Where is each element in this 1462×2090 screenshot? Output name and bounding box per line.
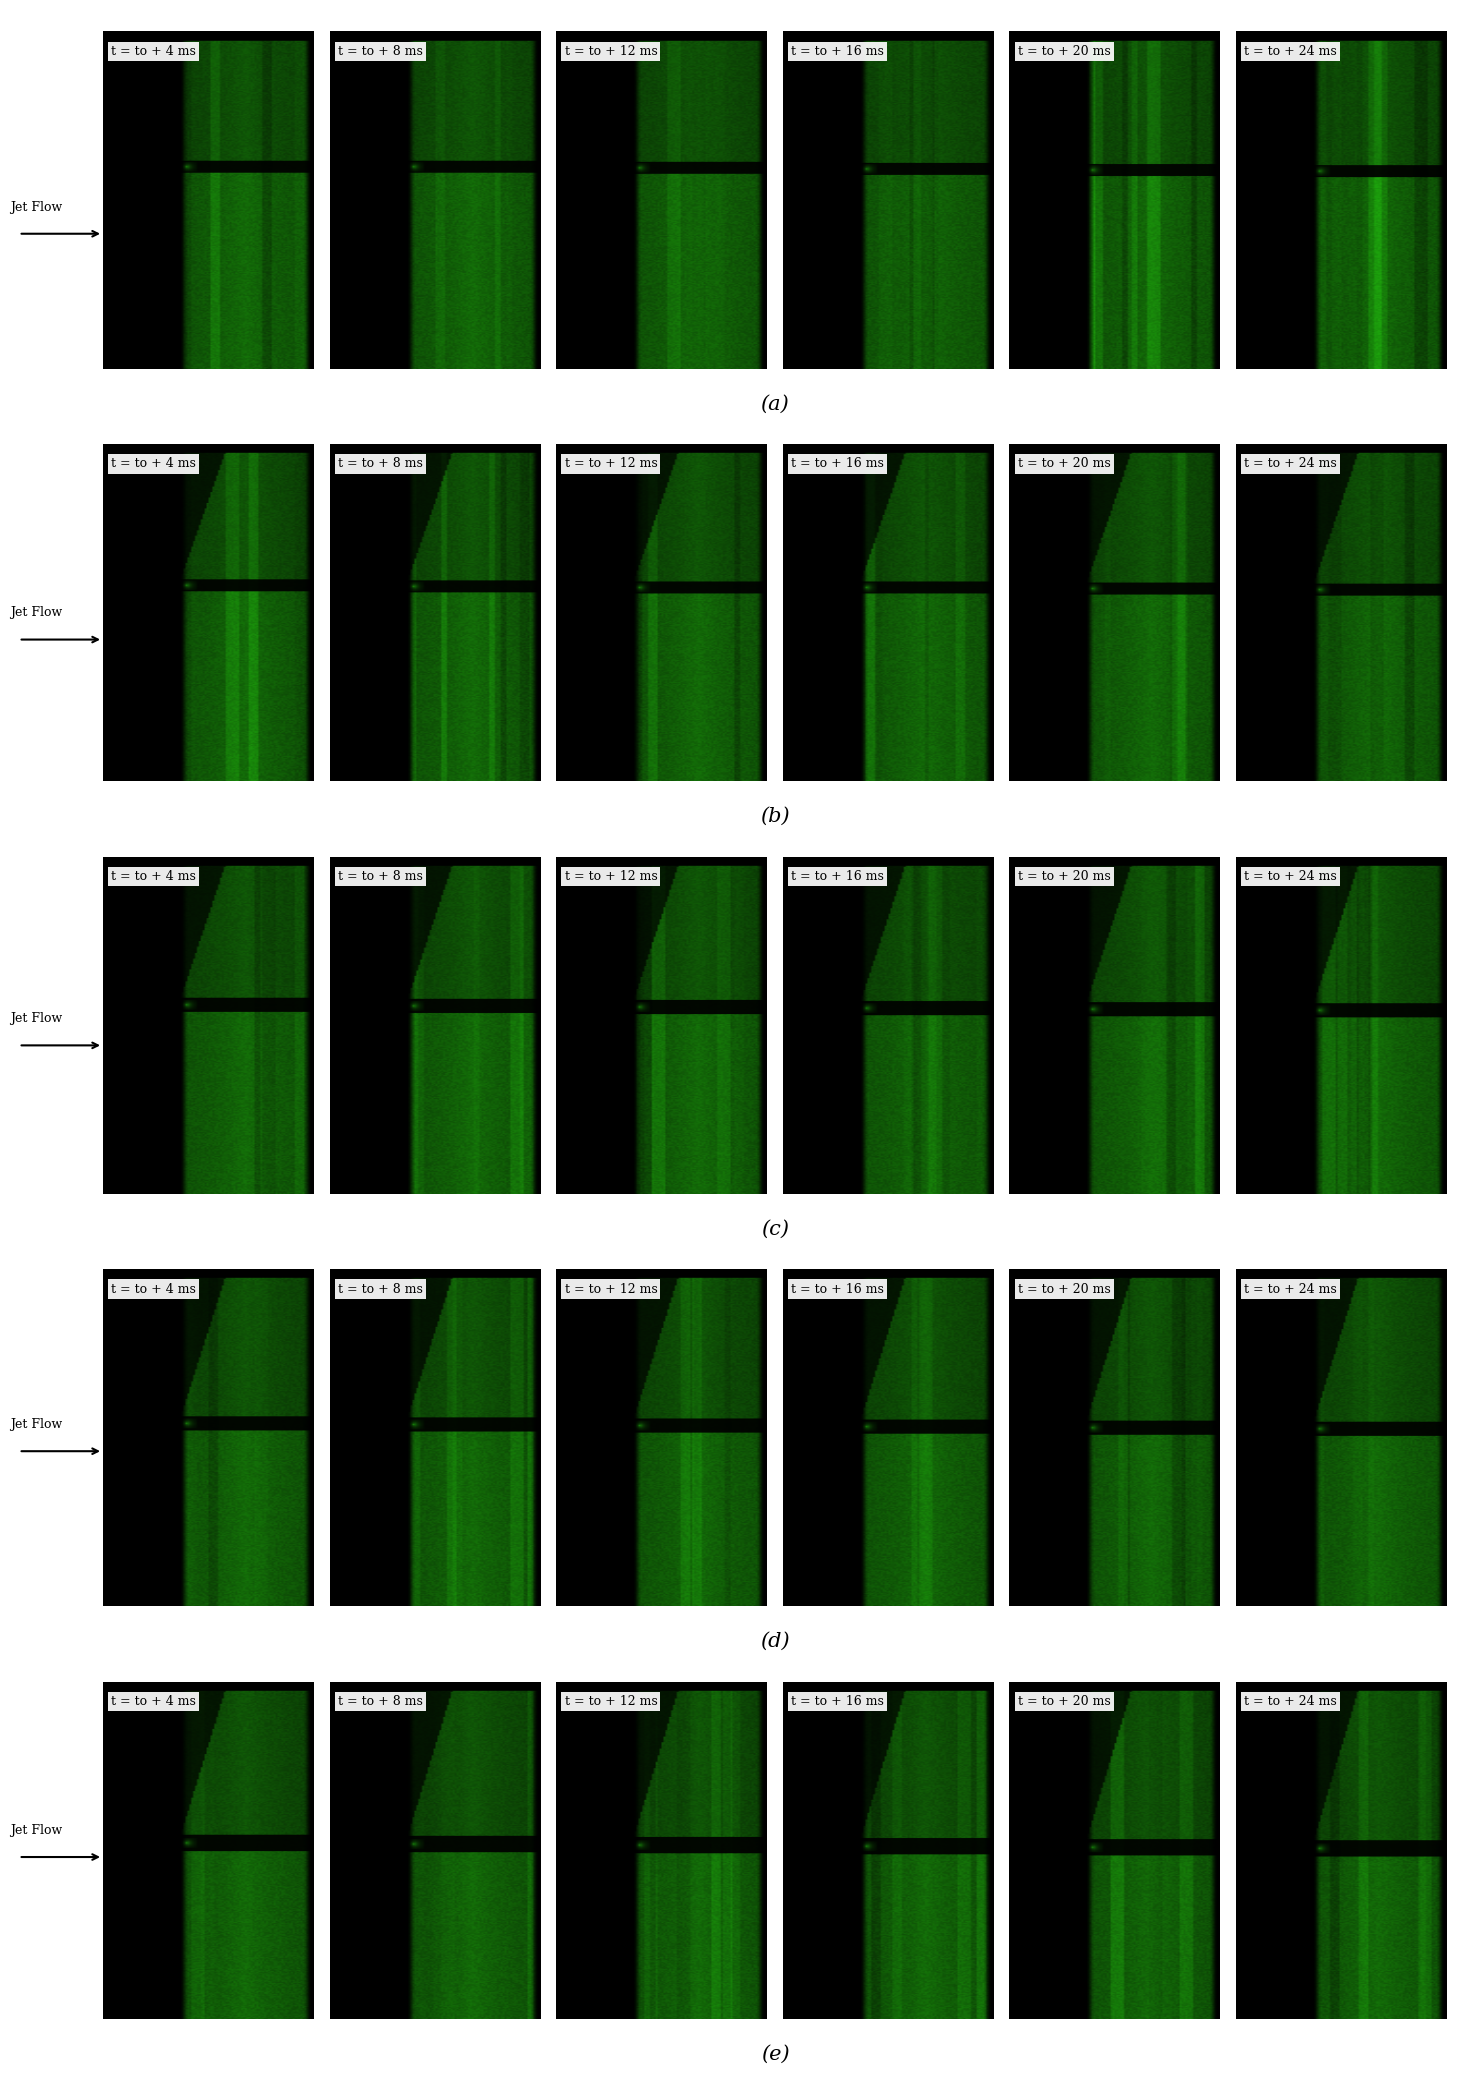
Text: (a): (a) bbox=[760, 395, 789, 414]
Text: t = to + 4 ms: t = to + 4 ms bbox=[111, 1283, 196, 1296]
Text: t = to + 24 ms: t = to + 24 ms bbox=[1244, 869, 1338, 882]
Text: t = to + 16 ms: t = to + 16 ms bbox=[791, 458, 885, 470]
Text: (e): (e) bbox=[760, 2044, 789, 2063]
Text: t = to + 24 ms: t = to + 24 ms bbox=[1244, 1283, 1338, 1296]
Text: t = to + 8 ms: t = to + 8 ms bbox=[338, 869, 423, 882]
Text: t = to + 16 ms: t = to + 16 ms bbox=[791, 1695, 885, 1708]
Text: t = to + 8 ms: t = to + 8 ms bbox=[338, 1283, 423, 1296]
Text: Jet Flow: Jet Flow bbox=[10, 1012, 63, 1024]
Text: t = to + 12 ms: t = to + 12 ms bbox=[564, 44, 658, 59]
Text: t = to + 20 ms: t = to + 20 ms bbox=[1018, 1695, 1111, 1708]
Text: t = to + 16 ms: t = to + 16 ms bbox=[791, 44, 885, 59]
Text: t = to + 20 ms: t = to + 20 ms bbox=[1018, 869, 1111, 882]
Text: (c): (c) bbox=[760, 1221, 789, 1239]
Text: t = to + 24 ms: t = to + 24 ms bbox=[1244, 1695, 1338, 1708]
Text: t = to + 4 ms: t = to + 4 ms bbox=[111, 44, 196, 59]
Text: t = to + 12 ms: t = to + 12 ms bbox=[564, 458, 658, 470]
Text: (d): (d) bbox=[760, 1632, 789, 1651]
Text: t = to + 20 ms: t = to + 20 ms bbox=[1018, 458, 1111, 470]
Text: t = to + 4 ms: t = to + 4 ms bbox=[111, 458, 196, 470]
Text: t = to + 16 ms: t = to + 16 ms bbox=[791, 869, 885, 882]
Text: t = to + 4 ms: t = to + 4 ms bbox=[111, 869, 196, 882]
Text: t = to + 8 ms: t = to + 8 ms bbox=[338, 458, 423, 470]
Text: t = to + 8 ms: t = to + 8 ms bbox=[338, 1695, 423, 1708]
Text: t = to + 16 ms: t = to + 16 ms bbox=[791, 1283, 885, 1296]
Text: t = to + 12 ms: t = to + 12 ms bbox=[564, 1283, 658, 1296]
Text: t = to + 20 ms: t = to + 20 ms bbox=[1018, 1283, 1111, 1296]
Text: Jet Flow: Jet Flow bbox=[10, 201, 63, 213]
Text: t = to + 12 ms: t = to + 12 ms bbox=[564, 869, 658, 882]
Text: t = to + 8 ms: t = to + 8 ms bbox=[338, 44, 423, 59]
Text: t = to + 24 ms: t = to + 24 ms bbox=[1244, 458, 1338, 470]
Text: t = to + 12 ms: t = to + 12 ms bbox=[564, 1695, 658, 1708]
Text: Jet Flow: Jet Flow bbox=[10, 1825, 63, 1837]
Text: (b): (b) bbox=[760, 807, 789, 826]
Text: t = to + 20 ms: t = to + 20 ms bbox=[1018, 44, 1111, 59]
Text: t = to + 4 ms: t = to + 4 ms bbox=[111, 1695, 196, 1708]
Text: t = to + 24 ms: t = to + 24 ms bbox=[1244, 44, 1338, 59]
Text: Jet Flow: Jet Flow bbox=[10, 1417, 63, 1432]
Text: Jet Flow: Jet Flow bbox=[10, 606, 63, 619]
